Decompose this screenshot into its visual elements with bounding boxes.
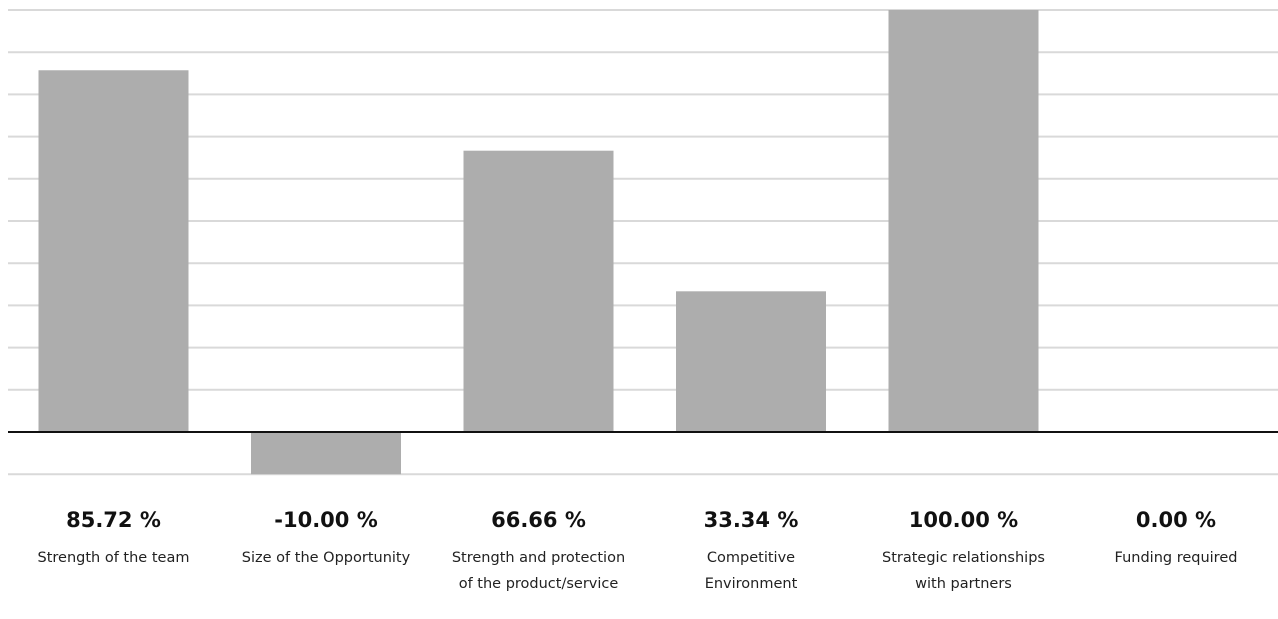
bar [38,70,189,432]
value-label: 66.66 % [491,508,586,532]
category-label: Strategic relationships with partners [882,550,1045,592]
category-label: Funding required [1115,550,1238,566]
category-label: Strength of the team [38,550,190,566]
value-label: 100.00 % [909,508,1018,532]
bar [251,432,401,475]
value-label: -10.00 % [274,508,378,532]
value-label: 0.00 % [1136,508,1216,532]
value-label: 33.34 % [704,508,799,532]
category-labels: Strength of the team Size of the Opportun… [38,550,1238,592]
bars [38,10,1039,475]
category-label: Strength and protection of the product/se… [452,550,625,592]
bar [888,10,1039,432]
gridlines [8,9,1278,476]
bar [463,150,614,432]
value-labels: 85.72 % -10.00 % 66.66 % 33.34 % 100.00 % 0.0… [66,508,1216,532]
value-label: 85.72 % [66,508,161,532]
category-label: Size of the Opportunity [242,550,411,566]
bar [676,291,826,432]
category-label: Competitive Environment [705,550,798,592]
